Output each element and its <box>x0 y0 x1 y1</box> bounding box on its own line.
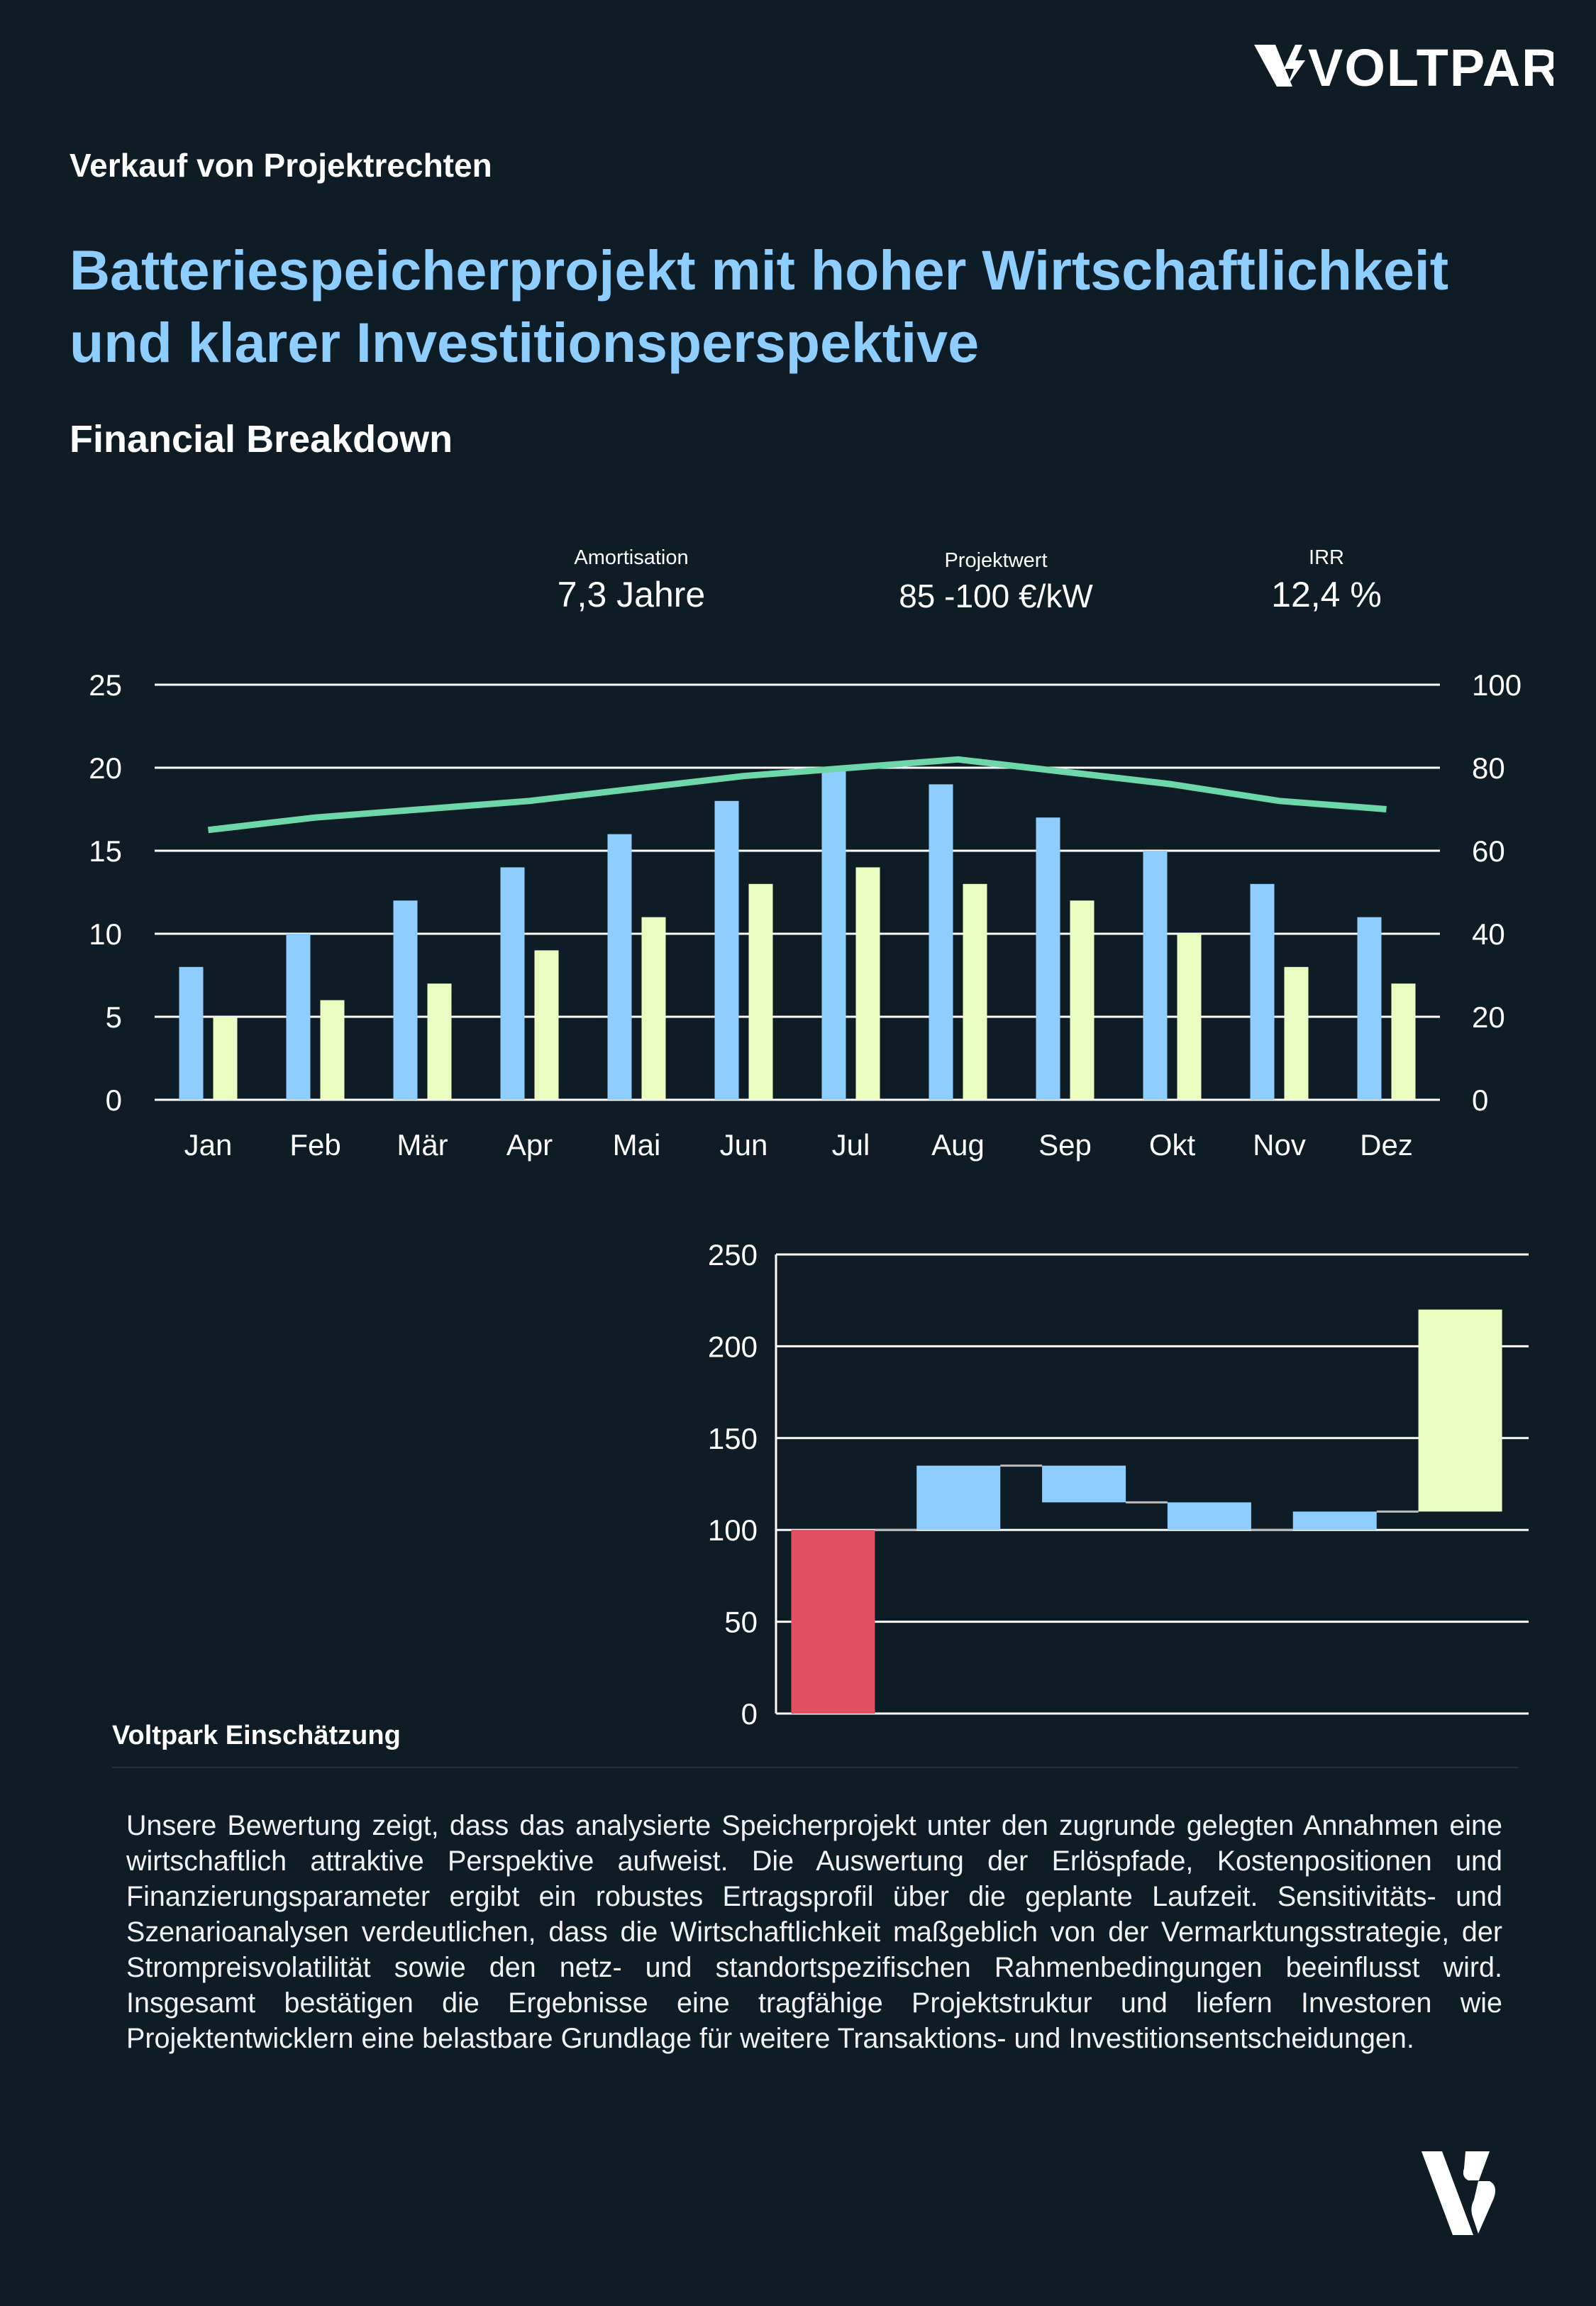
assessment-text: Unsere Bewertung zeigt, dass das analysi… <box>126 1810 1502 2054</box>
line-series <box>207 756 1387 834</box>
waterfall-bar <box>791 1530 875 1714</box>
waterfall-chart: 0 50 100 150 200 250 <box>708 1238 1529 1731</box>
y-tick-label: 15 <box>89 834 122 868</box>
kpi-label: IRR <box>1309 546 1344 569</box>
kpi-amortisation: Amortisation 7,3 Jahre <box>454 546 809 615</box>
x-tick-label: Jan <box>184 1128 233 1162</box>
x-tick-label: Mär <box>397 1128 448 1162</box>
bar-series-1 <box>1036 817 1060 1100</box>
x-tick-label: Jun <box>720 1128 768 1162</box>
x-tick-label: Dez <box>1360 1128 1413 1162</box>
assessment-heading: Voltpark Einschätzung <box>112 1721 401 1750</box>
y-tick-label: 25 <box>89 668 122 702</box>
y-tick-label: 50 <box>724 1606 758 1639</box>
bar-series-1 <box>1143 851 1168 1100</box>
x-tick-label: Mai <box>613 1128 661 1162</box>
x-tick-label: Jul <box>832 1128 870 1162</box>
y2-tick-label: 0 <box>1472 1083 1488 1117</box>
y-tick-label: 200 <box>708 1330 758 1363</box>
y-tick-label: 10 <box>89 917 122 951</box>
kpi-label: Projektwert <box>944 549 1048 572</box>
kpi-label: Amortisation <box>574 546 689 569</box>
subtitle: Verkauf von Projektrechten <box>70 147 492 184</box>
y-tick-label: 100 <box>708 1513 758 1547</box>
bar-series-2 <box>1070 900 1095 1100</box>
y-tick-label: 250 <box>708 1238 758 1271</box>
x-tick-label: Sep <box>1038 1128 1092 1162</box>
bar-series-2 <box>320 1000 345 1100</box>
bar-series-2 <box>1391 983 1416 1100</box>
kpi-projektwert: Projektwert 85 -100 €/kW <box>819 549 1173 615</box>
y2-tick-label: 20 <box>1472 1000 1505 1034</box>
x-tick-label: Nov <box>1253 1128 1306 1162</box>
voltpark-logo: VOLTPARK <box>1254 39 1553 92</box>
y-tick-label: 0 <box>106 1083 122 1117</box>
divider <box>112 1767 1518 1768</box>
page-title: Batteriespeicherprojekt mit hoher Wirtsc… <box>70 238 1449 374</box>
bar-series-2 <box>641 917 666 1100</box>
y2-tick-label: 60 <box>1472 834 1505 868</box>
bar-series-1 <box>929 784 953 1100</box>
y-tick-label: 150 <box>708 1422 758 1455</box>
bar-series-1 <box>179 966 204 1100</box>
x-tick-label: Okt <box>1149 1128 1196 1162</box>
bar-series-1 <box>1250 883 1275 1100</box>
kpi-value: 85 -100 €/kW <box>899 578 1093 614</box>
y-tick-label: 0 <box>741 1697 758 1731</box>
y2-tick-label: 80 <box>1472 751 1505 785</box>
bar-series-2 <box>427 983 452 1100</box>
waterfall-bar <box>1042 1465 1126 1503</box>
bar-series-2 <box>748 883 773 1100</box>
voltpark-mark-icon <box>1422 2151 1495 2235</box>
bar-series-2 <box>213 1017 238 1100</box>
waterfall-bar <box>1292 1511 1377 1530</box>
bar-series-1 <box>500 867 525 1100</box>
bar-series-2 <box>534 950 559 1100</box>
bar-series-1 <box>821 768 846 1100</box>
waterfall-bar <box>916 1465 1001 1530</box>
bar-series-2 <box>1284 966 1309 1100</box>
bar-series-2 <box>963 883 987 1100</box>
section-heading: Financial Breakdown <box>70 418 453 460</box>
y2-tick-label: 40 <box>1472 917 1505 951</box>
monthly-bar-line-chart: 0 5 10 15 20 25 0 20 40 60 80 100 Jan Feb Mär Apr Mai Jun… <box>89 668 1522 1162</box>
kpi-value: 12,4 % <box>1271 575 1382 614</box>
bar-series-1 <box>607 834 632 1100</box>
waterfall-bar <box>1167 1502 1251 1530</box>
bar-series-1 <box>714 800 739 1100</box>
kpi-value: 7,3 Jahre <box>557 575 706 614</box>
bar-series-1 <box>1357 917 1382 1100</box>
y-tick-label: 20 <box>89 751 122 785</box>
y-tick-label: 5 <box>106 1000 122 1034</box>
x-tick-label: Apr <box>506 1128 553 1162</box>
kpi-irr: IRR 12,4 % <box>1149 546 1504 615</box>
bar-series-1 <box>286 934 311 1100</box>
svg-text:VOLTPARK: VOLTPARK <box>1308 39 1553 92</box>
waterfall-bar <box>1418 1309 1502 1512</box>
bar-series-2 <box>1177 934 1202 1100</box>
x-tick-label: Aug <box>931 1128 985 1162</box>
bar-series-2 <box>855 867 880 1100</box>
bar-series-1 <box>393 900 418 1100</box>
y2-tick-label: 100 <box>1472 668 1522 702</box>
x-tick-label: Feb <box>289 1128 340 1162</box>
